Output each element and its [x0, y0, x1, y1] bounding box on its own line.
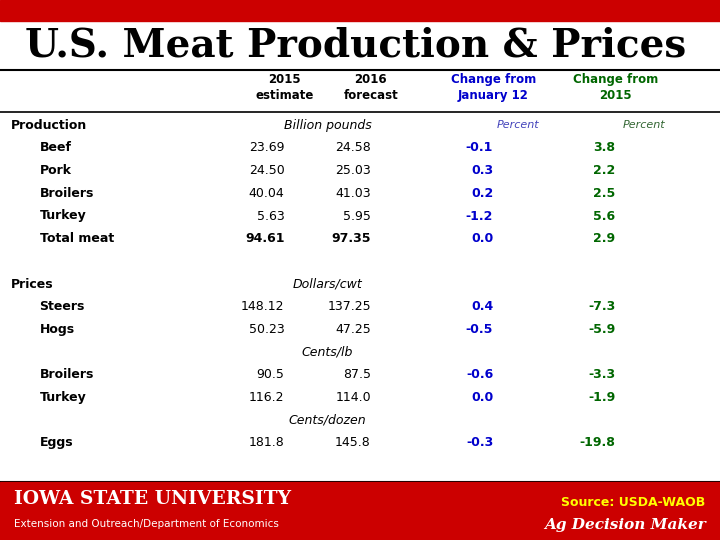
Text: 94.61: 94.61 [245, 232, 284, 245]
Text: Production: Production [11, 119, 87, 132]
Text: 97.35: 97.35 [331, 232, 371, 245]
Text: 25.03: 25.03 [335, 164, 371, 177]
Text: Change from
January 12: Change from January 12 [451, 73, 536, 102]
Text: Broilers: Broilers [40, 187, 94, 200]
Text: Steers: Steers [40, 300, 85, 313]
Text: 0.2: 0.2 [471, 187, 493, 200]
Text: Turkey: Turkey [40, 391, 86, 404]
Text: Pork: Pork [40, 164, 71, 177]
Text: 90.5: 90.5 [256, 368, 284, 381]
Text: 2016
forecast: 2016 forecast [343, 73, 398, 102]
Text: Dollars/cwt: Dollars/cwt [293, 278, 362, 291]
Text: 116.2: 116.2 [249, 391, 284, 404]
Text: Broilers: Broilers [40, 368, 94, 381]
Text: Eggs: Eggs [40, 436, 73, 449]
Text: 24.50: 24.50 [248, 164, 284, 177]
Text: 5.95: 5.95 [343, 210, 371, 222]
Text: 3.8: 3.8 [593, 141, 616, 154]
Text: 50.23: 50.23 [248, 323, 284, 336]
Text: Beef: Beef [40, 141, 71, 154]
Text: 23.69: 23.69 [249, 141, 284, 154]
Text: Hogs: Hogs [40, 323, 75, 336]
Text: -0.3: -0.3 [466, 436, 493, 449]
Text: 5.6: 5.6 [593, 210, 616, 222]
Text: Cents/lb: Cents/lb [302, 346, 354, 359]
Text: Extension and Outreach/Department of Economics: Extension and Outreach/Department of Eco… [14, 519, 279, 529]
Text: Percent: Percent [623, 120, 666, 130]
Text: 181.8: 181.8 [248, 436, 284, 449]
Text: 24.58: 24.58 [335, 141, 371, 154]
Text: -5.9: -5.9 [588, 323, 616, 336]
Bar [0, 482, 720, 540]
Text: 41.03: 41.03 [336, 187, 371, 200]
Text: 2015
estimate: 2015 estimate [255, 73, 314, 102]
Text: U.S. Meat Production & Prices: U.S. Meat Production & Prices [25, 27, 686, 65]
Text: -0.6: -0.6 [466, 368, 493, 381]
Text: -1.2: -1.2 [466, 210, 493, 222]
Text: Change from
2015: Change from 2015 [573, 73, 658, 102]
Text: -3.3: -3.3 [588, 368, 616, 381]
Text: -0.1: -0.1 [466, 141, 493, 154]
Text: Ag Decision Maker: Ag Decision Maker [544, 518, 706, 532]
Text: Prices: Prices [11, 278, 53, 291]
Text: -7.3: -7.3 [588, 300, 616, 313]
Text: IOWA STATE UNIVERSITY: IOWA STATE UNIVERSITY [14, 490, 292, 509]
Text: 2.9: 2.9 [593, 232, 616, 245]
Text: Cents/dozen: Cents/dozen [289, 414, 366, 427]
Text: 2.5: 2.5 [593, 187, 616, 200]
Text: 145.8: 145.8 [335, 436, 371, 449]
Text: 5.63: 5.63 [256, 210, 284, 222]
Text: 0.0: 0.0 [471, 391, 493, 404]
Text: -0.5: -0.5 [466, 323, 493, 336]
Text: 2.2: 2.2 [593, 164, 616, 177]
Text: Turkey: Turkey [40, 210, 86, 222]
Bar [0, 0, 720, 21]
Text: 47.25: 47.25 [335, 323, 371, 336]
Text: 0.0: 0.0 [471, 232, 493, 245]
Text: 0.4: 0.4 [471, 300, 493, 313]
Text: 114.0: 114.0 [336, 391, 371, 404]
Text: -19.8: -19.8 [580, 436, 616, 449]
Text: Total meat: Total meat [40, 232, 114, 245]
Text: Percent: Percent [497, 120, 540, 130]
Text: -1.9: -1.9 [588, 391, 616, 404]
Text: 87.5: 87.5 [343, 368, 371, 381]
Text: 148.12: 148.12 [241, 300, 284, 313]
Text: 137.25: 137.25 [327, 300, 371, 313]
Text: Billion pounds: Billion pounds [284, 119, 372, 132]
Text: Source: USDA-WAOB: Source: USDA-WAOB [562, 496, 706, 509]
Text: 0.3: 0.3 [471, 164, 493, 177]
Text: 40.04: 40.04 [248, 187, 284, 200]
